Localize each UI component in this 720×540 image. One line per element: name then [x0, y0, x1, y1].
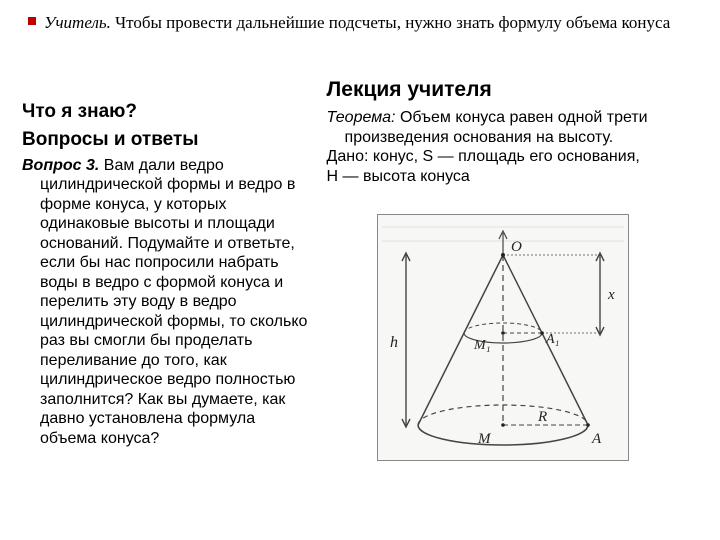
- slide: Учитель. Чтобы провести дальнейшие подсч…: [0, 0, 720, 540]
- label-h: h: [390, 334, 398, 351]
- label-R: R: [537, 409, 547, 425]
- label-A: A: [591, 431, 602, 447]
- intro-body: Чтобы провести дальнейшие подсчеты, нужн…: [111, 13, 670, 32]
- question-text: Вам дали ведро цилиндрической формы и ве…: [40, 157, 307, 447]
- right-heading: Лекция учителя: [327, 78, 702, 102]
- cone-diagram: O x h M₁ A₁ M R A: [377, 214, 629, 461]
- given-line: Дано: конус, S — площадь его основания,: [327, 147, 702, 167]
- left-column: Что я знаю? Вопросы и ответы Вопрос 3. В…: [22, 100, 319, 461]
- intro-text: Учитель. Чтобы провести дальнейшие подсч…: [44, 10, 684, 36]
- left-heading-2: Вопросы и ответы: [22, 128, 309, 152]
- label-O: O: [511, 239, 522, 255]
- columns: Что я знаю? Вопросы и ответы Вопрос 3. В…: [22, 100, 702, 461]
- label-A1: A₁: [545, 332, 559, 347]
- theorem-line: Теорема: Объем конуса равен одной трети …: [345, 108, 702, 147]
- theorem-label: Теорема:: [327, 109, 396, 126]
- question-label: Вопрос 3.: [22, 157, 99, 174]
- bullet-icon: [28, 17, 36, 25]
- label-x: x: [607, 287, 615, 303]
- question-block: Вопрос 3. Вам дали ведро цилиндрической …: [40, 156, 309, 449]
- left-heading-1: Что я знаю?: [22, 100, 309, 124]
- height-line: H — высота конуса: [327, 167, 702, 187]
- label-M1: M₁: [473, 338, 491, 353]
- teacher-label: Учитель.: [44, 13, 111, 32]
- label-M: M: [477, 431, 492, 447]
- right-column: Лекция учителя Теорема: Объем конуса рав…: [319, 100, 702, 461]
